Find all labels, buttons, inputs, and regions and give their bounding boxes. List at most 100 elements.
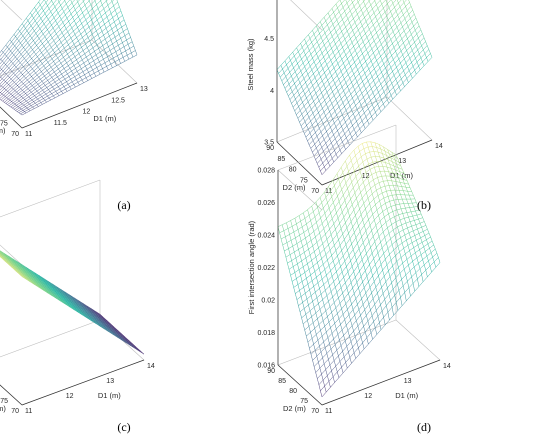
- surface-mesh-line: [93, 314, 96, 317]
- surface-mesh-line: [384, 79, 387, 84]
- surface-mesh-line: [316, 163, 320, 168]
- surface-mesh-line: [348, 125, 353, 130]
- surface-mesh-line: [390, 7, 395, 12]
- surface-mesh-line: [303, 74, 309, 79]
- surface-mesh-line: [70, 37, 73, 42]
- surface-mesh-line: [106, 322, 109, 325]
- surface-mesh-line: [17, 269, 20, 271]
- surface-mesh-line: [337, 31, 342, 36]
- surface-mesh-line: [309, 45, 314, 51]
- surface-mesh-line: [420, 57, 423, 62]
- y-axis-label: D2 (m): [283, 183, 306, 192]
- surface-mesh-line: [21, 33, 24, 37]
- surface-mesh-line: [91, 309, 94, 312]
- surface-mesh-line: [303, 113, 308, 119]
- surface-mesh-line: [59, 299, 62, 302]
- surface-mesh-line: [21, 112, 27, 116]
- surface-mesh-line: [120, 38, 123, 43]
- surface-mesh-line: [86, 4, 91, 9]
- surface-mesh-line: [107, 56, 110, 61]
- surface-mesh-line: [72, 299, 75, 301]
- surface-mesh-line: [90, 317, 93, 320]
- surface-mesh-line: [70, 297, 72, 300]
- surface-mesh-line: [56, 287, 59, 290]
- surface-mesh-line: [374, 0, 375, 1]
- surface-mesh-line: [25, 60, 28, 63]
- surface-mesh-line: [20, 265, 23, 268]
- surface-mesh-line: [336, 87, 339, 92]
- surface-mesh-line: [44, 282, 47, 285]
- surface-mesh-line: [38, 76, 41, 80]
- surface-mesh-line: [367, 80, 370, 85]
- surface-mesh-line: [324, 100, 327, 105]
- surface-mesh-line: [61, 298, 64, 301]
- surface-mesh-line: [367, 20, 372, 26]
- surface-mesh-line: [332, 142, 337, 147]
- surface-mesh-line: [84, 315, 86, 317]
- surface-mesh-line: [378, 64, 381, 69]
- surface-mesh-line: [416, 69, 421, 75]
- surface-mesh-line: [60, 290, 63, 293]
- surface-mesh-line: [1, 44, 6, 51]
- surface-mesh-line: [76, 56, 81, 60]
- x-tick-label: 11.5: [54, 120, 67, 127]
- surface-mesh-line: [373, 108, 376, 113]
- surface-mesh-line: [60, 293, 63, 296]
- surface-mesh-line: [32, 45, 37, 50]
- surface-mesh-line: [369, 12, 375, 18]
- surface-mesh-line: [395, 46, 400, 52]
- surface-mesh-line: [30, 98, 33, 101]
- surface-mesh-line: [33, 278, 36, 281]
- surface-mesh-line: [51, 294, 54, 297]
- x-tick-label: 13: [398, 158, 406, 165]
- surface-mesh-line: [41, 48, 46, 53]
- y-tick-label: 70: [311, 188, 319, 195]
- surface-mesh-line: [295, 67, 300, 72]
- surface-mesh-line: [288, 84, 291, 88]
- surface-mesh-line: [73, 65, 76, 69]
- surface-mesh-line: [374, 96, 377, 101]
- surface-mesh-line: [337, 153, 342, 159]
- surface-mesh-line: [62, 18, 68, 23]
- surface-mesh-line: [351, 132, 356, 138]
- surface-mesh-line: [5, 64, 8, 67]
- surface-mesh-line: [75, 65, 80, 69]
- surface-mesh-line: [25, 28, 28, 31]
- surface-mesh-line: [50, 30, 55, 36]
- surface-mesh-line: [349, 10, 353, 15]
- surface-mesh-line: [53, 294, 56, 297]
- surface-mesh-line: [29, 272, 32, 275]
- surface-mesh-line: [110, 61, 116, 65]
- surface-mesh-line: [403, 10, 408, 15]
- surface-mesh-line: [45, 68, 48, 71]
- surface-mesh-line: [303, 78, 306, 83]
- surface-mesh-line: [21, 28, 26, 34]
- surface-mesh-line: [388, 15, 393, 20]
- surface-mesh-line: [331, 36, 335, 41]
- surface-mesh-line: [21, 264, 24, 266]
- surface-mesh-line: [0, 256, 2, 259]
- surface-mesh-line: [391, 51, 396, 56]
- surface-mesh-line: [340, 110, 343, 115]
- surface-mesh-line: [133, 46, 136, 51]
- surface-mesh-line: [104, 49, 107, 54]
- surface-mesh-line: [94, 23, 99, 28]
- surface-mesh-line: [12, 105, 17, 109]
- surface-mesh-line: [34, 30, 37, 34]
- surface-mesh-line: [379, 35, 384, 41]
- surface-mesh-line: [358, 29, 361, 34]
- surface-mesh-line: [28, 28, 33, 34]
- surface-mesh-line: [45, 282, 48, 285]
- surface-mesh-line: [413, 26, 416, 31]
- surface-mesh-line: [324, 72, 327, 77]
- surface-mesh-line: [53, 291, 56, 293]
- surface-mesh-line: [91, 57, 94, 61]
- surface-mesh-line: [38, 21, 43, 27]
- surface-mesh-line: [88, 50, 91, 55]
- surface-mesh-line: [407, 6, 412, 11]
- surface-mesh-line: [408, 9, 413, 15]
- surface-mesh-line: [98, 315, 101, 318]
- surface-mesh-line: [319, 123, 324, 129]
- surface-mesh-line: [2, 256, 5, 259]
- surface-mesh-line: [55, 20, 58, 24]
